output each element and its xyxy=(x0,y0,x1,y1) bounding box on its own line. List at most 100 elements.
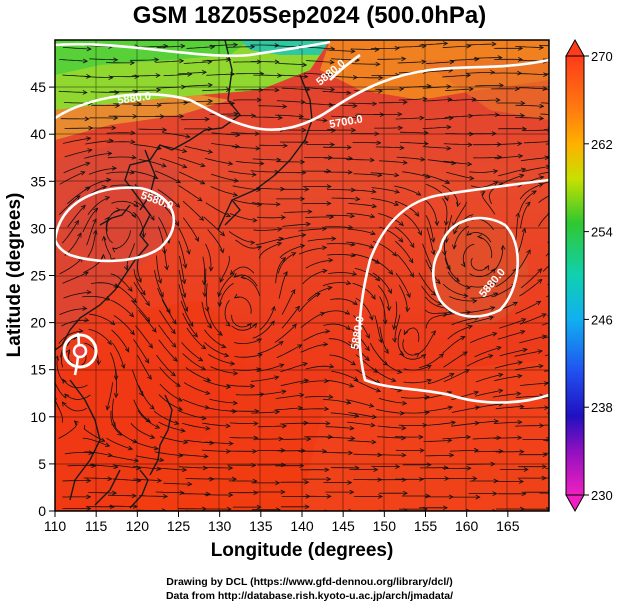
streamline-arrowhead xyxy=(453,229,458,235)
streamline xyxy=(259,306,275,331)
streamline xyxy=(442,283,468,297)
streamline xyxy=(156,354,176,377)
streamline xyxy=(322,90,351,94)
streamline-arrowhead xyxy=(434,220,440,227)
streamline-arrowhead xyxy=(256,367,262,372)
streamline xyxy=(519,73,548,76)
streamline xyxy=(154,270,164,297)
streamline-arrowhead xyxy=(375,276,381,282)
streamline xyxy=(133,478,162,482)
streamline-arrowhead xyxy=(328,363,335,369)
streamline xyxy=(250,44,279,46)
streamline-arrowhead xyxy=(209,440,215,446)
streamline xyxy=(515,425,544,427)
streamline-arrowhead xyxy=(315,293,321,298)
streamline-arrowhead xyxy=(325,328,331,334)
streamline xyxy=(326,437,355,439)
streamline xyxy=(346,399,374,407)
streamline xyxy=(208,354,235,365)
streamline-arrowhead xyxy=(348,224,354,230)
streamline-arrowhead xyxy=(131,493,137,499)
streamline-arrowhead xyxy=(472,298,478,304)
streamline-arrowhead xyxy=(542,464,548,470)
streamline-arrowhead xyxy=(305,87,311,92)
streamline xyxy=(442,74,471,78)
streamline xyxy=(520,382,549,386)
streamline xyxy=(453,225,469,249)
streamline xyxy=(202,59,231,62)
streamline-arrowhead xyxy=(107,340,112,346)
colorbar-tick-label: 270 xyxy=(591,49,613,64)
streamline xyxy=(219,255,230,283)
streamline-arrowhead xyxy=(521,318,527,323)
streamline-arrowhead xyxy=(387,288,392,295)
streamline xyxy=(63,291,91,299)
streamline xyxy=(352,282,376,300)
streamline xyxy=(185,367,211,382)
streamline-arrowhead xyxy=(495,97,501,103)
streamline-arrowhead xyxy=(193,332,199,338)
streamline xyxy=(328,338,355,350)
streamline-arrowhead xyxy=(348,383,355,388)
streamline-arrowhead xyxy=(200,162,206,168)
streamline xyxy=(477,236,493,259)
streamline xyxy=(184,100,213,103)
streamline-arrowhead xyxy=(109,504,115,510)
credit-drawing: Drawing by DCL (https://www.gfd-dennou.o… xyxy=(166,576,453,588)
streamline xyxy=(300,343,328,353)
streamline-arrowhead xyxy=(469,131,475,137)
streamline-arrowhead xyxy=(377,88,384,94)
streamline xyxy=(351,328,370,351)
streamline-arrowhead xyxy=(516,391,522,397)
streamline xyxy=(493,421,522,424)
streamline xyxy=(300,312,325,329)
streamline-arrowhead xyxy=(351,127,357,133)
streamline xyxy=(253,228,282,231)
streamline-arrowhead xyxy=(78,328,84,334)
streamline xyxy=(330,412,359,417)
streamline-arrowhead xyxy=(112,490,118,496)
streamline xyxy=(542,265,549,272)
streamline-arrowhead xyxy=(302,362,308,367)
streamline-arrowhead xyxy=(204,116,210,122)
streamline xyxy=(447,98,476,102)
streamline xyxy=(307,287,332,301)
streamline-arrowhead xyxy=(467,324,473,330)
streamline-arrowhead xyxy=(512,301,518,307)
streamline-arrowhead xyxy=(456,201,461,208)
streamline xyxy=(348,412,377,418)
streamline xyxy=(402,171,430,178)
streamline xyxy=(353,453,382,456)
streamline xyxy=(159,310,176,334)
streamline xyxy=(450,58,479,61)
streamline xyxy=(112,342,125,369)
streamline xyxy=(352,315,370,339)
streamline xyxy=(106,209,121,232)
streamline-arrowhead xyxy=(256,504,262,510)
streamline xyxy=(139,495,168,497)
streamline-arrowhead xyxy=(500,244,506,250)
streamline xyxy=(444,257,460,282)
streamline xyxy=(159,102,188,104)
streamline-arrowhead xyxy=(493,181,499,186)
streamline-arrowhead xyxy=(84,317,90,323)
streamline-arrowhead xyxy=(256,97,262,103)
streamline xyxy=(425,296,450,309)
streamline-arrowhead xyxy=(474,56,480,62)
streamline xyxy=(379,160,408,164)
x-tick-label: 165 xyxy=(496,518,520,534)
streamline-arrowhead xyxy=(251,172,257,177)
streamline-arrowhead xyxy=(446,124,452,130)
streamline xyxy=(153,410,179,425)
streamline-arrowhead xyxy=(257,353,263,358)
x-axis: 110 115 120 125 130 135 140 145 150 155 160 165 xyxy=(44,511,520,534)
streamline xyxy=(161,299,177,325)
streamline-arrowhead xyxy=(498,82,504,88)
typhoon-eye-marker xyxy=(62,333,98,369)
streamline xyxy=(186,327,206,350)
streamline-arrowhead xyxy=(194,236,199,243)
streamline-arrowhead xyxy=(229,269,235,276)
streamline xyxy=(138,385,155,410)
streamline-arrowhead xyxy=(464,369,471,374)
streamline-arrowhead xyxy=(430,250,436,256)
